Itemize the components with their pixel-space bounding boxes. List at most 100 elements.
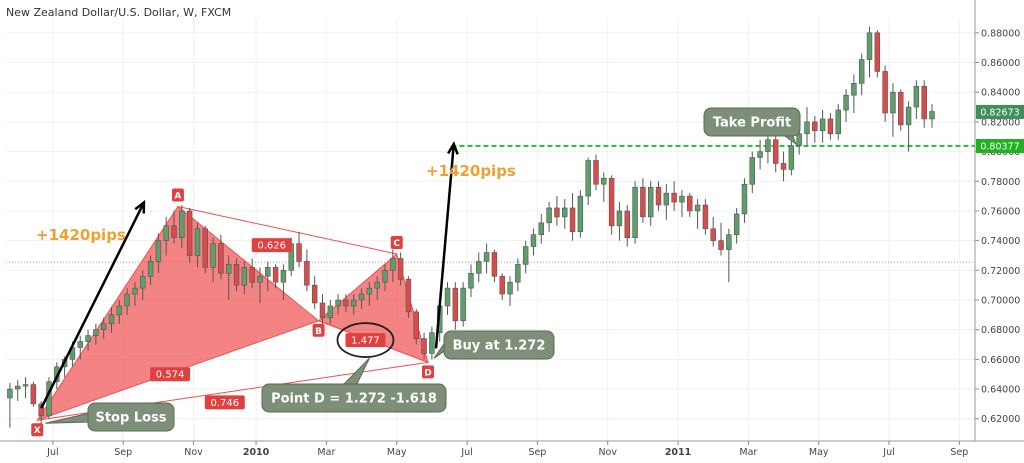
candle xyxy=(866,26,873,78)
candle xyxy=(671,181,677,211)
candle xyxy=(194,222,201,268)
trend-arrow-left xyxy=(40,201,146,409)
x-tick-label: Sep xyxy=(528,447,546,458)
candle-body xyxy=(499,275,505,295)
candle xyxy=(327,300,334,324)
candle-body xyxy=(538,222,545,235)
y-tick-label: 0.64000 xyxy=(981,385,1020,396)
candle xyxy=(421,332,427,360)
candle xyxy=(30,381,37,407)
candle xyxy=(835,104,841,140)
stop-loss-callout-text: Stop Loss xyxy=(95,411,166,426)
candle xyxy=(171,210,177,244)
candle xyxy=(140,270,146,300)
x-tick-label: Jul xyxy=(460,447,472,458)
candle xyxy=(749,151,756,194)
candle xyxy=(569,193,576,241)
candle-body xyxy=(452,287,459,322)
candle xyxy=(429,326,435,360)
candle-body xyxy=(569,207,576,233)
candle-body xyxy=(163,225,169,241)
candle xyxy=(374,276,380,300)
candle-body xyxy=(124,293,130,307)
candle xyxy=(687,193,693,217)
candle xyxy=(319,294,326,324)
candle-body xyxy=(733,213,740,235)
candle xyxy=(515,258,521,292)
candle xyxy=(14,380,21,401)
ratio-badge xyxy=(251,238,292,253)
point-a-badge xyxy=(171,188,184,202)
candle xyxy=(733,207,740,244)
candle xyxy=(390,249,396,283)
candle xyxy=(913,80,920,119)
candle-body xyxy=(890,91,896,114)
candle-body xyxy=(147,261,154,277)
candle xyxy=(804,107,810,146)
candle xyxy=(155,233,162,274)
candle-body xyxy=(116,305,123,316)
candle-body xyxy=(38,403,44,417)
candle-body xyxy=(616,210,623,227)
candle-body xyxy=(194,228,201,256)
candle xyxy=(22,377,29,398)
candle-body xyxy=(257,275,263,283)
candle-body xyxy=(905,106,912,126)
candle xyxy=(218,234,224,280)
candle xyxy=(7,383,13,428)
candle xyxy=(538,213,545,244)
candle xyxy=(694,199,701,229)
take-profit-price-tag-bg xyxy=(976,138,1024,153)
candle xyxy=(483,243,490,274)
candle-body xyxy=(554,207,560,218)
point-c-badge xyxy=(390,235,403,249)
candle xyxy=(116,300,123,324)
take-profit-price-tag-text: 0.80377 xyxy=(980,141,1019,152)
candle-body xyxy=(304,261,310,286)
candle xyxy=(241,261,248,295)
candle-body xyxy=(476,261,482,274)
candle-body xyxy=(483,252,490,262)
candle xyxy=(898,89,904,131)
candle-body xyxy=(186,210,193,256)
y-tick-label: 0.86000 xyxy=(981,58,1020,69)
x-tick-label: 2010 xyxy=(243,447,270,458)
candle xyxy=(460,282,466,327)
candle-body xyxy=(249,267,255,283)
trend-arrow-left-head xyxy=(134,199,146,214)
candle-body xyxy=(530,234,537,247)
candle-body xyxy=(202,228,208,268)
candle xyxy=(163,216,169,256)
candle-body xyxy=(827,118,834,135)
candle xyxy=(702,199,709,235)
candle-body xyxy=(132,287,138,295)
candle xyxy=(272,264,279,289)
y-tick-label: 0.72000 xyxy=(981,266,1020,277)
candle-body xyxy=(14,385,21,390)
candle xyxy=(280,264,287,300)
candle-body xyxy=(351,299,357,307)
candle xyxy=(202,225,208,274)
y-tick-label: 0.82000 xyxy=(981,117,1020,128)
candle xyxy=(265,261,271,292)
candle xyxy=(499,273,505,300)
candle-body xyxy=(421,338,427,354)
y-tick-label: 0.62000 xyxy=(981,414,1020,425)
candle-body xyxy=(929,111,935,120)
candle xyxy=(179,205,185,249)
candle-body xyxy=(898,91,904,126)
candle-body xyxy=(241,267,248,286)
x-tick-label: Nov xyxy=(598,447,617,458)
candle-body xyxy=(585,160,591,197)
candle xyxy=(93,323,99,345)
candle xyxy=(132,282,138,306)
candle xyxy=(233,258,240,292)
point-d-callout-box xyxy=(261,383,447,413)
candle xyxy=(335,294,341,315)
candles xyxy=(7,26,935,428)
candle-body xyxy=(601,177,607,185)
candle-body xyxy=(788,145,795,170)
candle-body xyxy=(93,329,99,336)
candle xyxy=(812,115,818,143)
current-price-tag-text: 0.82673 xyxy=(980,107,1019,118)
